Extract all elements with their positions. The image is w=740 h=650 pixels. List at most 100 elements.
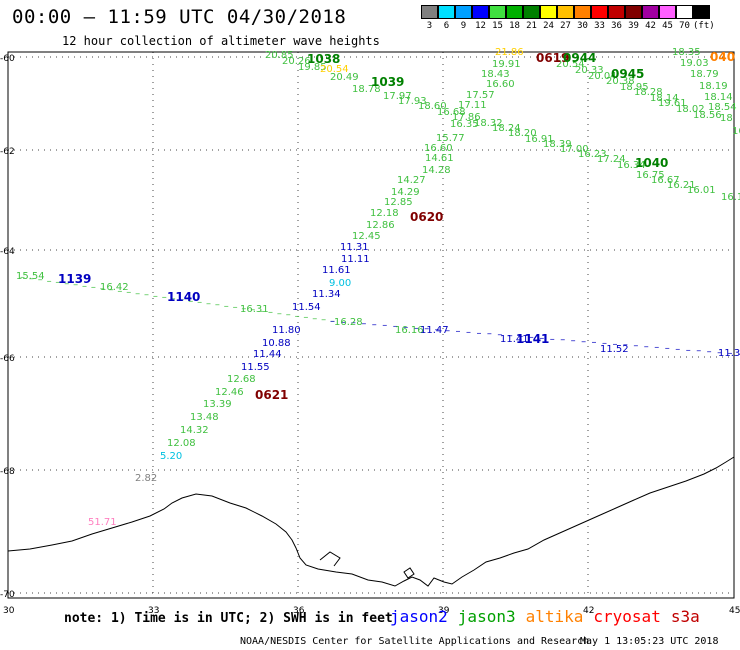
wave-height-label: 11.37 bbox=[718, 348, 740, 359]
color-scale-label: 36 bbox=[611, 21, 622, 31]
wave-height-label: 16 bbox=[732, 126, 740, 137]
wave-height-label: 10.88 bbox=[262, 338, 291, 349]
track-filler-mark: – bbox=[445, 325, 450, 336]
track-filler-mark: – bbox=[64, 278, 69, 289]
color-scale-label: 27 bbox=[560, 21, 571, 31]
wave-height-label: 51.71 bbox=[88, 517, 117, 528]
color-swatch bbox=[506, 5, 523, 19]
wave-height-label: 16.01 bbox=[687, 185, 716, 196]
track-filler-mark: – bbox=[613, 339, 618, 350]
wave-height-label: 14.32 bbox=[180, 425, 209, 436]
color-swatch bbox=[438, 5, 455, 19]
track-filler-mark: – bbox=[20, 272, 25, 283]
wave-height-label: 11.34 bbox=[312, 289, 341, 300]
legend-satellite-altika: altika bbox=[525, 607, 584, 626]
track-filler-mark: – bbox=[654, 342, 659, 353]
track-filler-mark: – bbox=[233, 302, 238, 313]
wave-height-label: 20.33 bbox=[575, 65, 604, 76]
track-filler-mark: – bbox=[321, 315, 326, 326]
wave-height-label: 12.46 bbox=[215, 387, 244, 398]
wave-height-label: 17.00 bbox=[560, 144, 589, 155]
wave-height-label: 18.02 bbox=[676, 104, 705, 115]
color-scale-label: 15 bbox=[492, 21, 503, 31]
track-filler-mark: – bbox=[403, 322, 408, 333]
wave-height-label: 17.57 bbox=[466, 90, 495, 101]
track-filler-mark: – bbox=[592, 337, 597, 348]
pass-time-label: 1040 bbox=[635, 156, 668, 170]
legend-satellite-cryosat: cryosat bbox=[593, 607, 661, 626]
color-scale-label: 42 bbox=[645, 21, 656, 31]
track-filler-mark: – bbox=[73, 280, 78, 291]
track-filler-mark: – bbox=[382, 320, 387, 331]
color-scale-label: (ft) bbox=[693, 21, 715, 31]
wave-height-label: 18.60 bbox=[418, 101, 447, 112]
wave-height-label: 11.80 bbox=[272, 325, 301, 336]
pass-time-label: 1139 bbox=[58, 272, 91, 286]
track-labels: – – – – – – – – – – – – – – – – – – – – – – – – – – – – – – – – – – – –– – – –… bbox=[16, 47, 740, 528]
wave-height-label: 12.18 bbox=[370, 208, 399, 219]
wave-height-label: 14.61 bbox=[425, 153, 454, 164]
track-filler-mark: – bbox=[602, 338, 607, 349]
wave-height-label: 12.86 bbox=[366, 220, 395, 231]
wave-height-label: 16.23 bbox=[578, 149, 607, 160]
wave-height-label: 19.61 bbox=[658, 98, 687, 109]
wave-height-label: 18.24 bbox=[492, 123, 521, 134]
track-filler-mark: – bbox=[686, 345, 691, 356]
track-filler-mark: – bbox=[135, 288, 140, 299]
track-filler-mark: – bbox=[241, 303, 246, 314]
track-filler-mark: – bbox=[197, 297, 202, 308]
wave-height-label: 16.1 bbox=[721, 192, 740, 203]
wave-height-label: 19.03 bbox=[680, 58, 709, 69]
lon-label: 45 bbox=[729, 606, 740, 616]
track-filler-mark: – bbox=[581, 336, 586, 347]
track-filler-mark: – bbox=[295, 311, 300, 322]
wave-height-label: 11.54 bbox=[292, 302, 321, 313]
color-swatch bbox=[642, 5, 659, 19]
wave-height-label: 20.49 bbox=[330, 72, 359, 83]
wave-height-label: 18.39 bbox=[543, 139, 572, 150]
wave-height-label: 11.55 bbox=[241, 362, 270, 373]
color-scale-label: 45 bbox=[662, 21, 673, 31]
wave-height-label: 20.54 bbox=[556, 59, 585, 70]
track-filler-mark: – bbox=[286, 310, 291, 321]
wave-height-label: 15.54 bbox=[16, 271, 45, 282]
pass-time-label: 0944 bbox=[563, 51, 596, 65]
track-filler-mark: – bbox=[393, 321, 398, 332]
track-filler-mark: – bbox=[153, 291, 158, 302]
color-scale-label: 3 bbox=[426, 21, 433, 31]
wave-height-label: 18.95 bbox=[620, 82, 649, 93]
track-filler-mark: – bbox=[38, 275, 43, 286]
page-title: 00:00 – 11:59 UTC 04/30/2018 bbox=[12, 6, 347, 28]
track-filler-mark: – bbox=[224, 301, 229, 312]
wave-height-label: 20.85 bbox=[265, 50, 294, 61]
track-filler-mark: – bbox=[179, 295, 184, 306]
track-filler-mark: – bbox=[717, 347, 722, 358]
pass-time-label: 1039 bbox=[371, 75, 404, 89]
track-filler-mark: – bbox=[539, 333, 544, 344]
track-filler-mark: – bbox=[188, 296, 193, 307]
color-swatch bbox=[455, 5, 472, 19]
track-filler-mark: – bbox=[91, 282, 96, 293]
note-text: note: 1) Time is in UTC; 2) SWH is in fe… bbox=[64, 611, 393, 626]
wave-height-label: 16.91 bbox=[525, 134, 554, 145]
legend-satellite-s3a: s3a bbox=[670, 607, 700, 626]
wave-height-label: 19.85 bbox=[298, 62, 327, 73]
satellite-legend: jason2 jason3 altika cryosat s3a bbox=[390, 607, 710, 626]
wave-height-label: 16.75 bbox=[636, 170, 665, 181]
wave-height-label: 16.68 bbox=[437, 107, 466, 118]
pass-time-label: 0620 bbox=[410, 210, 443, 224]
track-filler-mark: – bbox=[312, 314, 317, 325]
lat-label: -66 bbox=[0, 354, 15, 364]
lon-label: 36 bbox=[293, 606, 305, 616]
color-scale-label: 33 bbox=[594, 21, 605, 31]
wave-height-label: 18.54 bbox=[708, 102, 737, 113]
track-filler-mark: – bbox=[82, 281, 87, 292]
pass-time-label: 1140 bbox=[167, 290, 200, 304]
wave-height-label: 18.20 bbox=[508, 128, 537, 139]
wave-height-label: 21.86 bbox=[495, 47, 524, 58]
wave-height-label: 16.60 bbox=[424, 143, 453, 154]
lat-label: -64 bbox=[0, 247, 15, 257]
coastline-bay bbox=[319, 551, 341, 567]
track-filler-mark: – bbox=[259, 306, 264, 317]
